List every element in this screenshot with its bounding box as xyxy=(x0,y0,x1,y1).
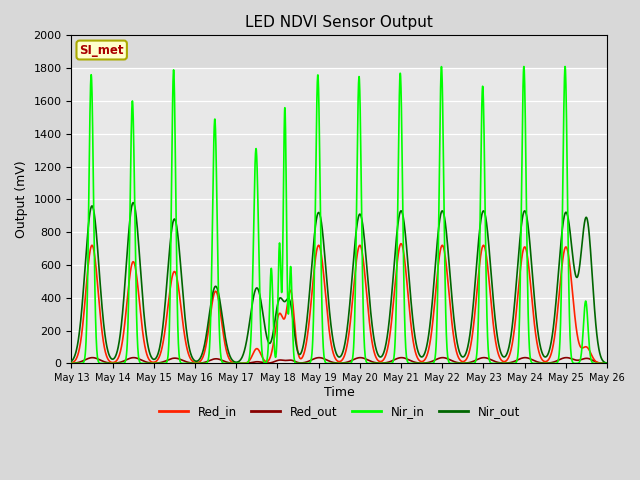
Y-axis label: Output (mV): Output (mV) xyxy=(15,160,28,238)
Bar xyxy=(72,36,607,68)
Legend: Red_in, Red_out, Nir_in, Nir_out: Red_in, Red_out, Nir_in, Nir_out xyxy=(154,401,525,423)
Title: LED NDVI Sensor Output: LED NDVI Sensor Output xyxy=(245,15,433,30)
Text: SI_met: SI_met xyxy=(79,44,124,57)
X-axis label: Time: Time xyxy=(324,386,355,399)
